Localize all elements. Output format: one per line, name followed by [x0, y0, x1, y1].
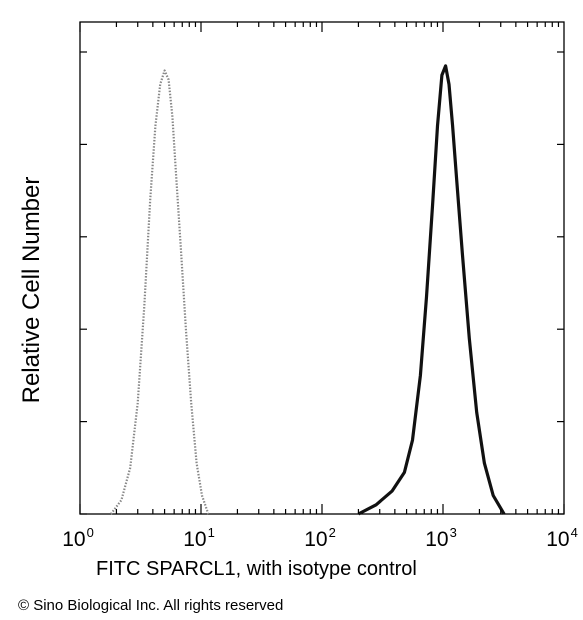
x-tick-label: 100: [62, 525, 94, 551]
x-tick-label: 102: [304, 525, 336, 551]
copyright-notice: © Sino Biological Inc. All rights reserv…: [18, 597, 284, 614]
y-axis-label: Relative Cell Number: [18, 177, 45, 404]
x-axis-label: FITC SPARCL1, with isotype control: [96, 558, 417, 580]
sparcl1-histogram: [357, 64, 506, 516]
plot-frame: [79, 21, 565, 515]
x-tick-label: 104: [546, 525, 578, 551]
x-tick-label: 103: [425, 525, 457, 551]
x-tick-label: 101: [183, 525, 215, 551]
isotype-control-histogram: [110, 69, 210, 515]
